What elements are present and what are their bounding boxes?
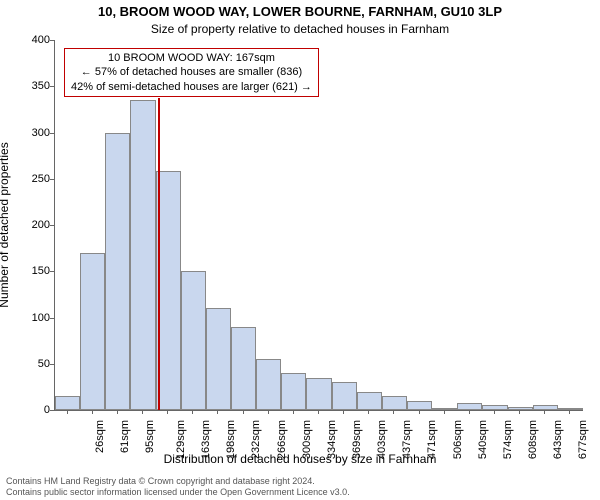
y-tick-mark bbox=[50, 364, 54, 365]
x-tick-mark bbox=[569, 410, 570, 414]
x-tick-label: 95sqm bbox=[144, 420, 156, 453]
y-tick-mark bbox=[50, 410, 54, 411]
chart-container: 10, BROOM WOOD WAY, LOWER BOURNE, FARNHA… bbox=[0, 0, 600, 500]
y-tick-label: 150 bbox=[32, 265, 50, 277]
x-tick-label: 506sqm bbox=[452, 420, 464, 459]
y-tick-label: 50 bbox=[38, 358, 50, 370]
x-tick-mark bbox=[217, 410, 218, 414]
x-tick-mark bbox=[293, 410, 294, 414]
histogram-bar bbox=[357, 392, 382, 411]
x-tick-mark bbox=[419, 410, 420, 414]
annotation-line: ← 57% of detached houses are smaller (83… bbox=[71, 65, 312, 79]
x-tick-label: 266sqm bbox=[276, 420, 288, 459]
histogram-bar bbox=[382, 396, 407, 410]
x-tick-mark bbox=[368, 410, 369, 414]
x-tick-label: 471sqm bbox=[427, 420, 439, 459]
x-tick-mark bbox=[142, 410, 143, 414]
x-tick-label: 163sqm bbox=[200, 420, 212, 459]
annotation-box: 10 BROOM WOOD WAY: 167sqm← 57% of detach… bbox=[64, 48, 319, 97]
x-tick-label: 437sqm bbox=[401, 420, 413, 459]
x-tick-mark bbox=[519, 410, 520, 414]
histogram-bar bbox=[407, 401, 432, 410]
footer-line-1: Contains HM Land Registry data © Crown c… bbox=[6, 476, 350, 487]
x-tick-mark bbox=[268, 410, 269, 414]
x-tick-label: 677sqm bbox=[577, 420, 589, 459]
y-tick-label: 200 bbox=[32, 219, 50, 231]
histogram-bar bbox=[231, 327, 256, 410]
x-tick-mark bbox=[444, 410, 445, 414]
y-tick-mark bbox=[50, 225, 54, 226]
histogram-bar bbox=[55, 396, 80, 410]
x-tick-label: 540sqm bbox=[477, 420, 489, 459]
x-tick-mark bbox=[243, 410, 244, 414]
y-tick-mark bbox=[50, 318, 54, 319]
x-tick-mark bbox=[393, 410, 394, 414]
x-tick-label: 61sqm bbox=[119, 420, 131, 453]
chart-title-address: 10, BROOM WOOD WAY, LOWER BOURNE, FARNHA… bbox=[0, 4, 600, 19]
chart-subtitle: Size of property relative to detached ho… bbox=[0, 22, 600, 36]
y-tick-mark bbox=[50, 86, 54, 87]
y-tick-mark bbox=[50, 40, 54, 41]
x-tick-mark bbox=[318, 410, 319, 414]
histogram-bar bbox=[105, 133, 130, 411]
y-axis-label: Number of detached properties bbox=[0, 142, 11, 307]
x-tick-label: 369sqm bbox=[351, 420, 363, 459]
x-tick-mark bbox=[343, 410, 344, 414]
x-tick-label: 198sqm bbox=[225, 420, 237, 459]
x-tick-label: 232sqm bbox=[251, 420, 263, 459]
y-tick-mark bbox=[50, 133, 54, 134]
histogram-bar bbox=[130, 100, 155, 410]
histogram-bar bbox=[206, 308, 231, 410]
x-tick-mark bbox=[544, 410, 545, 414]
x-tick-label: 608sqm bbox=[527, 420, 539, 459]
histogram-bar bbox=[332, 382, 357, 410]
footer-line-2: Contains public sector information licen… bbox=[6, 487, 350, 498]
x-tick-mark bbox=[67, 410, 68, 414]
x-tick-mark bbox=[192, 410, 193, 414]
histogram-bar bbox=[256, 359, 281, 410]
histogram-bar bbox=[181, 271, 206, 410]
x-tick-mark bbox=[469, 410, 470, 414]
annotation-line: 10 BROOM WOOD WAY: 167sqm bbox=[71, 51, 312, 65]
x-tick-label: 574sqm bbox=[502, 420, 514, 459]
y-tick-mark bbox=[50, 179, 54, 180]
x-tick-label: 403sqm bbox=[376, 420, 388, 459]
histogram-bar bbox=[432, 408, 457, 410]
x-tick-mark bbox=[494, 410, 495, 414]
x-tick-mark bbox=[167, 410, 168, 414]
x-tick-mark bbox=[92, 410, 93, 414]
y-tick-label: 350 bbox=[32, 80, 50, 92]
y-tick-label: 100 bbox=[32, 312, 50, 324]
y-tick-mark bbox=[50, 271, 54, 272]
footer-attribution: Contains HM Land Registry data © Crown c… bbox=[6, 476, 350, 498]
x-tick-label: 300sqm bbox=[301, 420, 313, 459]
x-tick-mark bbox=[117, 410, 118, 414]
y-tick-label: 400 bbox=[32, 34, 50, 46]
histogram-bar bbox=[281, 373, 306, 410]
histogram-bar bbox=[306, 378, 331, 410]
x-tick-label: 334sqm bbox=[326, 420, 338, 459]
y-tick-label: 250 bbox=[32, 173, 50, 185]
x-tick-label: 129sqm bbox=[175, 420, 187, 459]
histogram-bar bbox=[457, 403, 482, 410]
property-marker-line bbox=[158, 98, 160, 410]
y-tick-label: 300 bbox=[32, 127, 50, 139]
x-tick-label: 26sqm bbox=[94, 420, 106, 453]
annotation-line: 42% of semi-detached houses are larger (… bbox=[71, 80, 312, 94]
x-tick-label: 643sqm bbox=[552, 420, 564, 459]
histogram-bar bbox=[80, 253, 105, 410]
